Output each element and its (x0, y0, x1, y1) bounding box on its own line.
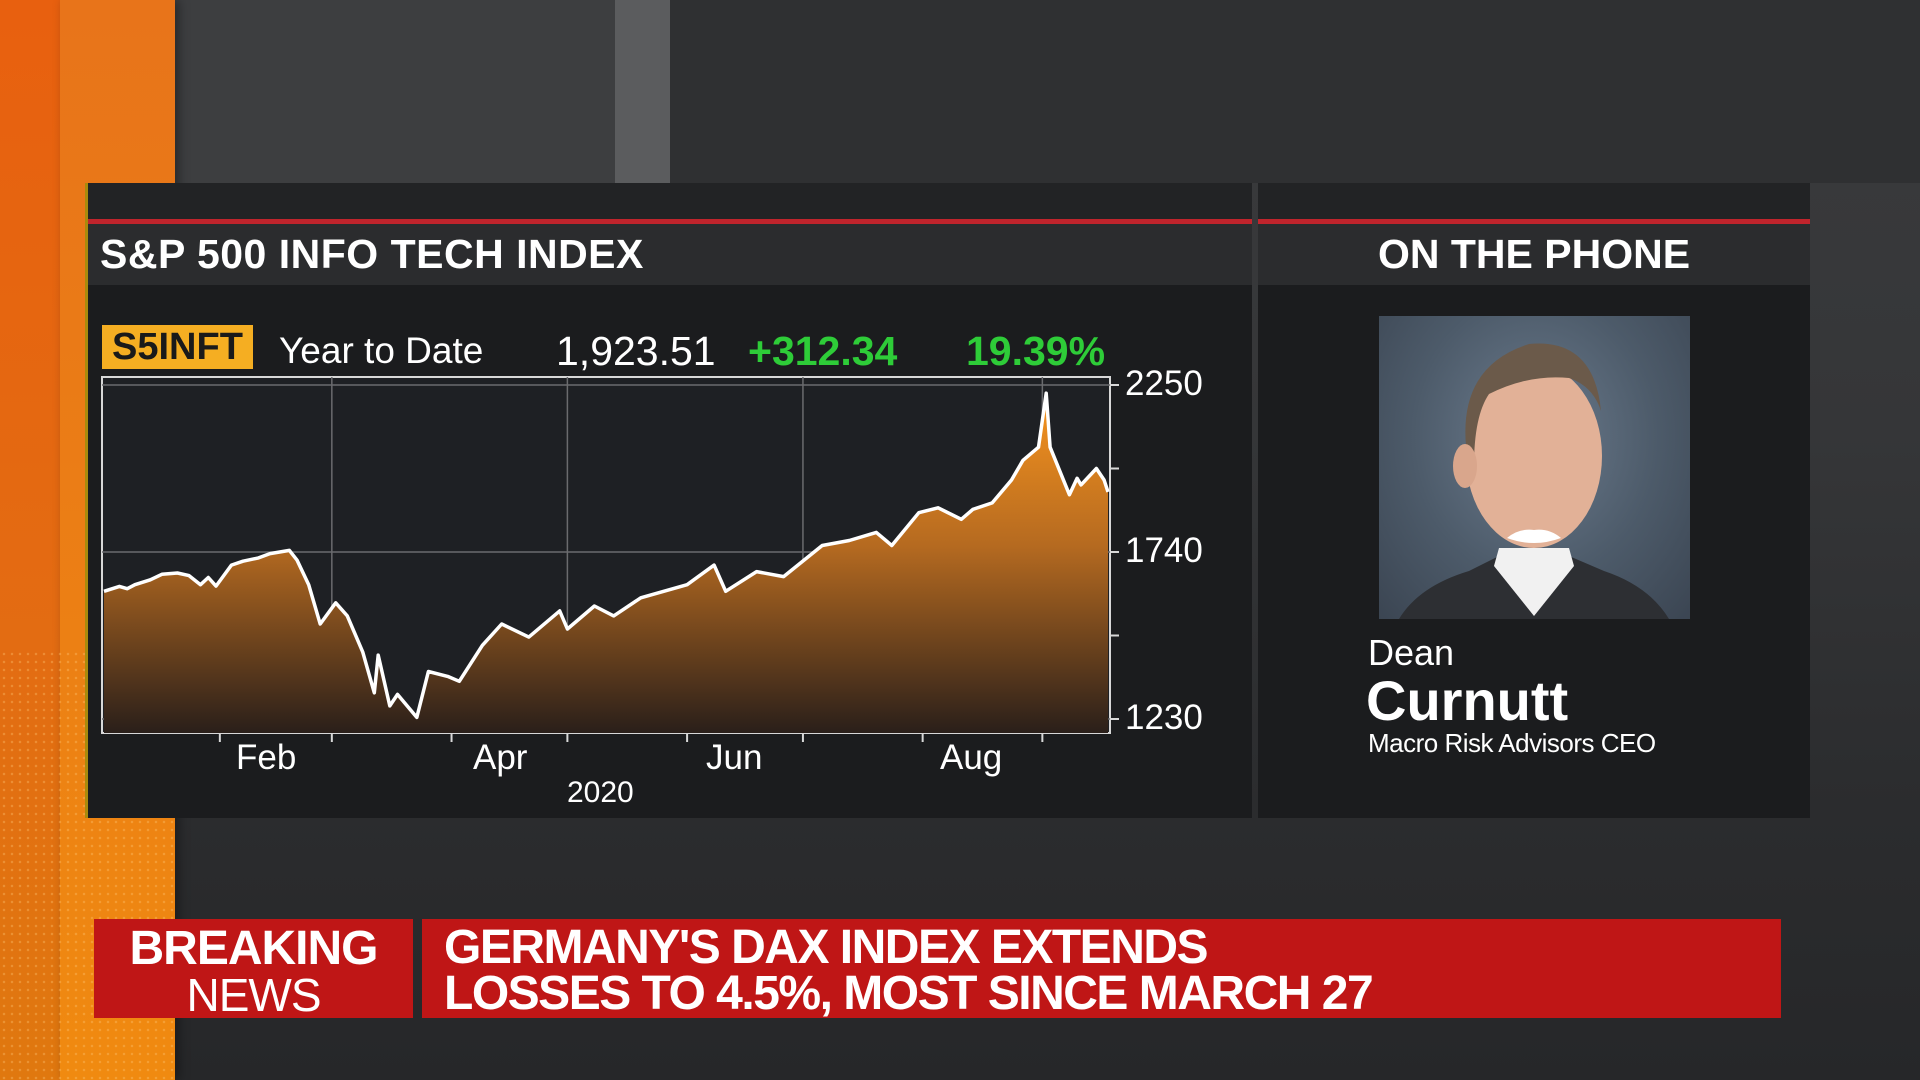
area-fill (104, 393, 1108, 733)
x-tick-label: Aug (940, 738, 1003, 777)
price-change: +312.34 (748, 328, 898, 374)
ticker-badge: S5INFT (102, 325, 253, 369)
guest-panel-header (1258, 224, 1810, 285)
panel-top-strip (88, 183, 1252, 219)
headline-line-1: GERMANY'S DAX INDEX EXTENDS (444, 921, 1209, 974)
background-stripe (670, 0, 1920, 183)
x-tick-label: Apr (473, 738, 528, 777)
chart-panel-header (88, 224, 1252, 285)
news-label: NEWS (186, 969, 322, 1021)
guest-first-name: Dean (1368, 632, 1455, 673)
chart-title: S&P 500 INFO TECH INDEX (100, 231, 644, 277)
breaking-news-badge: BREAKING NEWS (94, 919, 413, 1018)
x-tick-label: Jun (706, 738, 763, 777)
percent-change: 19.39% (966, 328, 1106, 374)
guest-panel: ON THE PHONE (1258, 183, 1810, 818)
background-stripe (175, 0, 615, 183)
person-silhouette-icon (1399, 343, 1669, 619)
last-price: 1,923.51 (556, 328, 716, 374)
red-rule (88, 219, 1252, 224)
price-line (103, 391, 1110, 720)
period-label: Year to Date (279, 330, 484, 371)
headline-line-2: LOSSES TO 4.5%, MOST SINCE MARCH 27 (444, 967, 1374, 1020)
panel-top-strip (1258, 183, 1810, 219)
headline-banner: GERMANY'S DAX INDEX EXTENDS LOSSES TO 4.… (422, 919, 1781, 1018)
breaking-label: BREAKING (129, 922, 378, 975)
x-axis-year: 2020 (567, 776, 634, 809)
background-stripe (615, 0, 670, 183)
orange-brand-strip (0, 0, 60, 1080)
guest-role: Macro Risk Advisors CEO (1368, 728, 1656, 758)
axis-ticks (218, 384, 1119, 742)
guest-panel-title: ON THE PHONE (1377, 231, 1691, 277)
y-tick-label: 1230 (1125, 698, 1203, 737)
guest-photo (1379, 316, 1690, 619)
x-tick-label: Feb (236, 738, 297, 777)
red-rule (1258, 219, 1810, 224)
y-tick-label: 2250 (1125, 364, 1203, 403)
y-tick-label: 1740 (1125, 531, 1203, 570)
guest-last-name: Curnutt (1366, 669, 1569, 732)
